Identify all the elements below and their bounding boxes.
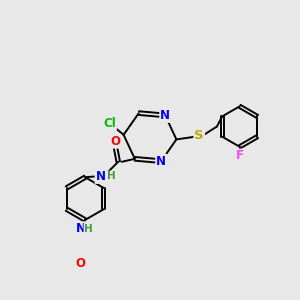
Text: Cl: Cl [103, 116, 116, 130]
Text: O: O [75, 257, 85, 270]
Text: N: N [96, 170, 106, 183]
Text: S: S [194, 129, 204, 142]
Text: O: O [110, 135, 120, 148]
Text: N: N [76, 222, 86, 235]
Text: F: F [236, 149, 244, 163]
Text: N: N [156, 154, 166, 168]
Text: N: N [160, 109, 170, 122]
Text: H: H [84, 224, 93, 234]
Text: H: H [106, 172, 115, 182]
